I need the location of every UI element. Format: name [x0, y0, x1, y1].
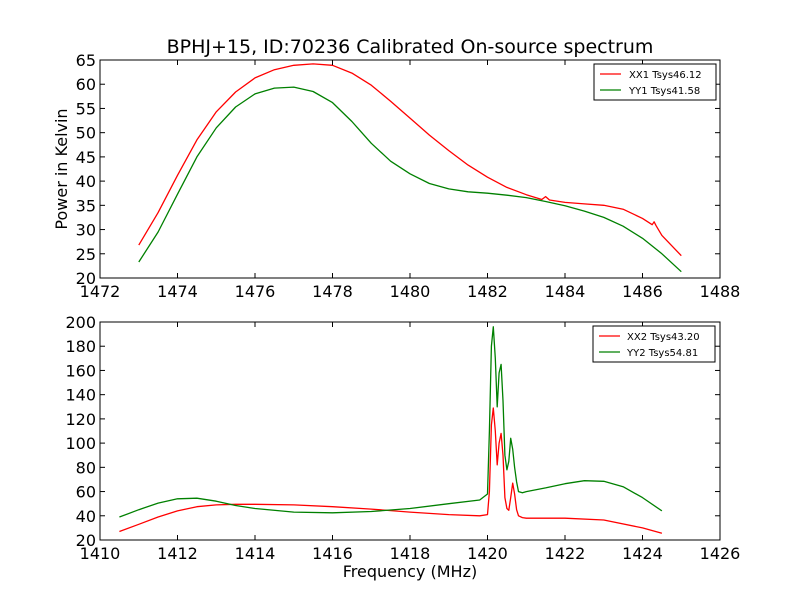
- bottom-x-tick-label: 1418: [390, 544, 431, 563]
- top-ticks-layer: 1472 1474 1476 1478 1480 1482 1484 1486 1488 20 25…: [76, 51, 741, 301]
- top-legend: XX1 Tsys46.12 YY1 Tsys41.58: [593, 63, 717, 101]
- top-y-tick-label: 50: [76, 124, 96, 143]
- top-y-tick-label: 25: [76, 245, 96, 264]
- top-x-tick-label: 1480: [390, 282, 431, 301]
- bottom-legend-label-xx2: XX2 Tsys43.20: [627, 332, 700, 343]
- top-y-tick-label: 65: [76, 51, 96, 70]
- top-x-tick-label: 1472: [80, 282, 121, 301]
- bottom-series-layer: [119, 326, 663, 534]
- bottom-series-line-yy2: [119, 326, 663, 518]
- top-y-tick-label: 35: [76, 196, 96, 215]
- top-x-tick-label: 1486: [622, 282, 663, 301]
- top-y-axis-label: Power in Kelvin: [52, 108, 71, 229]
- bottom-y-tick-label: 180: [65, 337, 96, 356]
- bottom-series-line-xx2: [119, 407, 663, 534]
- top-y-tick-label: 55: [76, 99, 96, 118]
- bottom-panel: 1410 1412 1414 1416 1418 1420 1422 1424 1426 20 40…: [65, 313, 740, 581]
- top-legend-label-yy1: YY1 Tsys41.58: [628, 86, 700, 97]
- bottom-y-tick-label: 200: [65, 313, 96, 332]
- bottom-x-tick-label: 1414: [235, 544, 276, 563]
- top-x-tick-label: 1476: [235, 282, 276, 301]
- bottom-x-tick-label: 1426: [700, 544, 741, 563]
- chart-title: BPHJ+15, ID:70236 Calibrated On-source s…: [167, 36, 654, 58]
- top-y-tick-label: 40: [76, 172, 96, 191]
- top-legend-label-xx1: XX1 Tsys46.12: [629, 70, 702, 81]
- bottom-y-tick-label: 20: [76, 531, 96, 550]
- bottom-ticks-layer: 1410 1412 1414 1416 1418 1420 1422 1424 1426 20 40…: [65, 313, 740, 563]
- bottom-legend: XX2 Tsys43.20 YY2 Tsys54.81: [592, 325, 716, 363]
- bottom-x-tick-label: 1410: [80, 544, 121, 563]
- top-x-tick-label: 1474: [157, 282, 198, 301]
- top-y-tick-label: 45: [76, 148, 96, 167]
- bottom-x-tick-label: 1412: [157, 544, 198, 563]
- bottom-x-tick-label: 1420: [467, 544, 508, 563]
- top-panel: 1472 1474 1476 1478 1480 1482 1484 1486 1488 20 25…: [52, 51, 740, 301]
- bottom-y-tick-label: 80: [76, 458, 96, 477]
- top-series-layer: [138, 63, 682, 273]
- bottom-x-tick-label: 1424: [622, 544, 663, 563]
- bottom-x-axis-label: Frequency (MHz): [343, 562, 477, 581]
- bottom-y-tick-label: 40: [76, 507, 96, 526]
- bottom-x-tick-label: 1416: [312, 544, 353, 563]
- bottom-y-tick-label: 60: [76, 483, 96, 502]
- bottom-y-tick-label: 160: [65, 361, 96, 380]
- bottom-y-tick-label: 140: [65, 386, 96, 405]
- top-x-tick-label: 1482: [467, 282, 508, 301]
- top-y-tick-label: 60: [76, 75, 96, 94]
- bottom-legend-box: [592, 325, 716, 363]
- bottom-y-tick-label: 100: [65, 434, 96, 453]
- top-legend-box: [593, 63, 717, 101]
- bottom-x-tick-label: 1422: [545, 544, 586, 563]
- top-series-line-xx1: [138, 63, 682, 257]
- top-x-tick-label: 1488: [700, 282, 741, 301]
- top-y-tick-label: 20: [76, 269, 96, 288]
- bottom-legend-label-yy2: YY2 Tsys54.81: [626, 348, 698, 359]
- top-x-tick-label: 1484: [545, 282, 586, 301]
- bottom-y-tick-label: 120: [65, 410, 96, 429]
- top-series-line-yy1: [138, 86, 682, 273]
- top-x-tick-label: 1478: [312, 282, 353, 301]
- top-y-tick-label: 30: [76, 221, 96, 240]
